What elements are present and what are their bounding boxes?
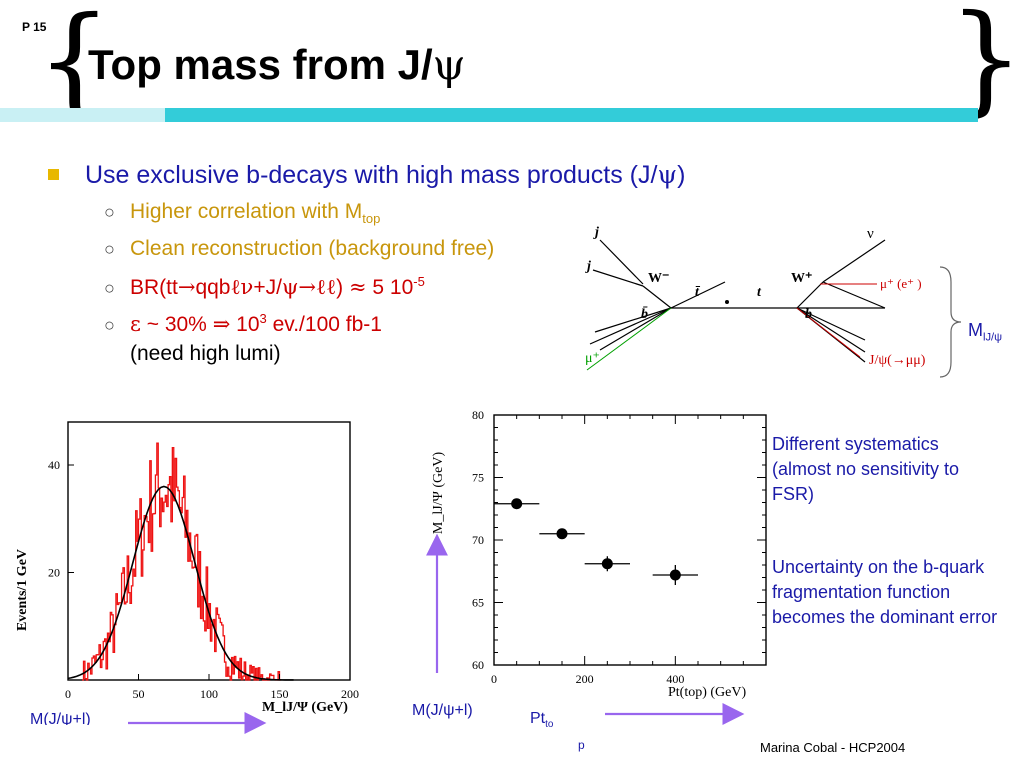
diagram-label-muplus: μ⁺ (e⁺ )	[880, 276, 922, 291]
scatter-point	[511, 498, 523, 510]
sub-bullet-1: ○ Higher correlation with Mtop	[104, 200, 381, 227]
main-bullet: Use exclusive b-decays with high mass pr…	[48, 160, 685, 190]
scatter-xtick-label: 400	[666, 672, 684, 686]
diagram-label-wminus: W⁻	[648, 271, 669, 286]
diagram-label-j1: j	[593, 225, 599, 240]
side-note-2: Uncertainty on the b-quark fragmentation…	[772, 557, 998, 627]
title-text: Top mass from J/	[88, 41, 433, 88]
side-note-1: Different systematics (almost no sensiti…	[772, 434, 960, 504]
scatter-ylabel: M_lJ/Ψ (GeV)	[431, 452, 446, 535]
scatter-points	[494, 498, 698, 585]
scatter-xlabel: Pt(top) (GeV)	[668, 685, 746, 700]
bottom-label-left-partial: M(J/ψ+l)	[30, 711, 91, 725]
bottom-label-pt: Ptto	[530, 710, 554, 731]
scatter-point	[669, 569, 681, 581]
scatter-ytick-label: 70	[472, 533, 484, 547]
title-psi: ψ	[432, 40, 466, 89]
sub-bullet-4-line2: (need high lumi)	[130, 342, 281, 365]
footer: Marina Cobal - HCP2004	[760, 740, 906, 755]
histogram-ytick-label: 20	[48, 566, 60, 580]
diagram-label-t: t	[757, 285, 762, 300]
mlj-label: MlJ/ψ	[968, 320, 1003, 344]
bottom-label-middle: M(J/ψ+l)	[412, 702, 473, 719]
diagram-label-tbar: t̄	[695, 285, 701, 300]
circle-bullet-icon: ○	[104, 278, 115, 298]
scatter-ytick-label: 65	[472, 596, 484, 610]
bottom-label-p: p	[578, 738, 585, 752]
sub-bullet-4: ○ ε ~ 30% ⇒ 103 ev./100 fb-1	[104, 311, 382, 336]
diagram-label-nu: ν	[867, 226, 874, 242]
scatter-point	[601, 558, 613, 570]
histogram-fit-curve	[67, 485, 294, 681]
title-bar	[0, 108, 978, 122]
diagram-label-wplus: W⁺	[791, 271, 812, 286]
histogram-xtick-label: 100	[200, 687, 218, 701]
left-brace: {	[36, 0, 113, 131]
diagram-label-b: b	[805, 307, 812, 322]
mlj-brace	[939, 266, 962, 378]
circle-bullet-icon: ○	[104, 202, 115, 222]
histogram-ytick-label: 40	[48, 458, 60, 472]
histogram-xtick-label: 150	[271, 687, 289, 701]
scatter-ytick-label: 75	[472, 471, 484, 485]
circle-bullet-icon: ○	[104, 315, 115, 335]
diagram-label-mu-left: μ⁺	[585, 351, 600, 366]
scatter-ytick-label: 80	[472, 408, 484, 422]
histogram-ylabel: Events/1 GeV	[15, 549, 30, 631]
right-brace: }	[948, 0, 1024, 129]
scatter-xtick-label: 200	[576, 672, 594, 686]
page-number: P 15	[22, 20, 47, 34]
decay-diagram: j j W⁻ t̄ t W⁺ ν b̄ b μ⁺ (e⁺ ) J/ψ(→μμ) …	[585, 225, 926, 371]
histogram-xtick-label: 200	[341, 687, 359, 701]
histogram-xtick-label: 0	[65, 687, 71, 701]
histogram-chart: Events/1 GeV 0 50 100 150 200 20 40 M_lJ/Ψ (Ge…	[15, 421, 359, 715]
diagram-label-jpsi: J/ψ(→μμ)	[869, 353, 926, 368]
scatter-xtick-label: 0	[491, 672, 497, 686]
circle-bullet-icon: ○	[104, 239, 115, 259]
slide-title: Top mass from J/ψ	[88, 40, 466, 89]
diagram-label-bbar: b̄	[641, 306, 648, 322]
diagram-label-j2: j	[585, 259, 591, 274]
histogram-xtick-label: 50	[133, 687, 145, 701]
scatter-point	[556, 528, 568, 540]
sub-bullet-3: ○ BR(tt→qqbℓν+J/ψ→ℓℓ) ≈ 5 10-5	[104, 274, 425, 299]
scatter-ytick-label: 60	[472, 658, 484, 672]
sub-bullet-2: ○ Clean reconstruction (background free)	[104, 237, 495, 260]
bullet-square-icon	[48, 168, 59, 180]
histogram-xlabel: M_lJ/Ψ (GeV)	[262, 700, 348, 715]
scatter-chart: M_lJ/Ψ (GeV) 0 200 400 60 65 70 75 80 Pt(top) (…	[431, 408, 767, 700]
